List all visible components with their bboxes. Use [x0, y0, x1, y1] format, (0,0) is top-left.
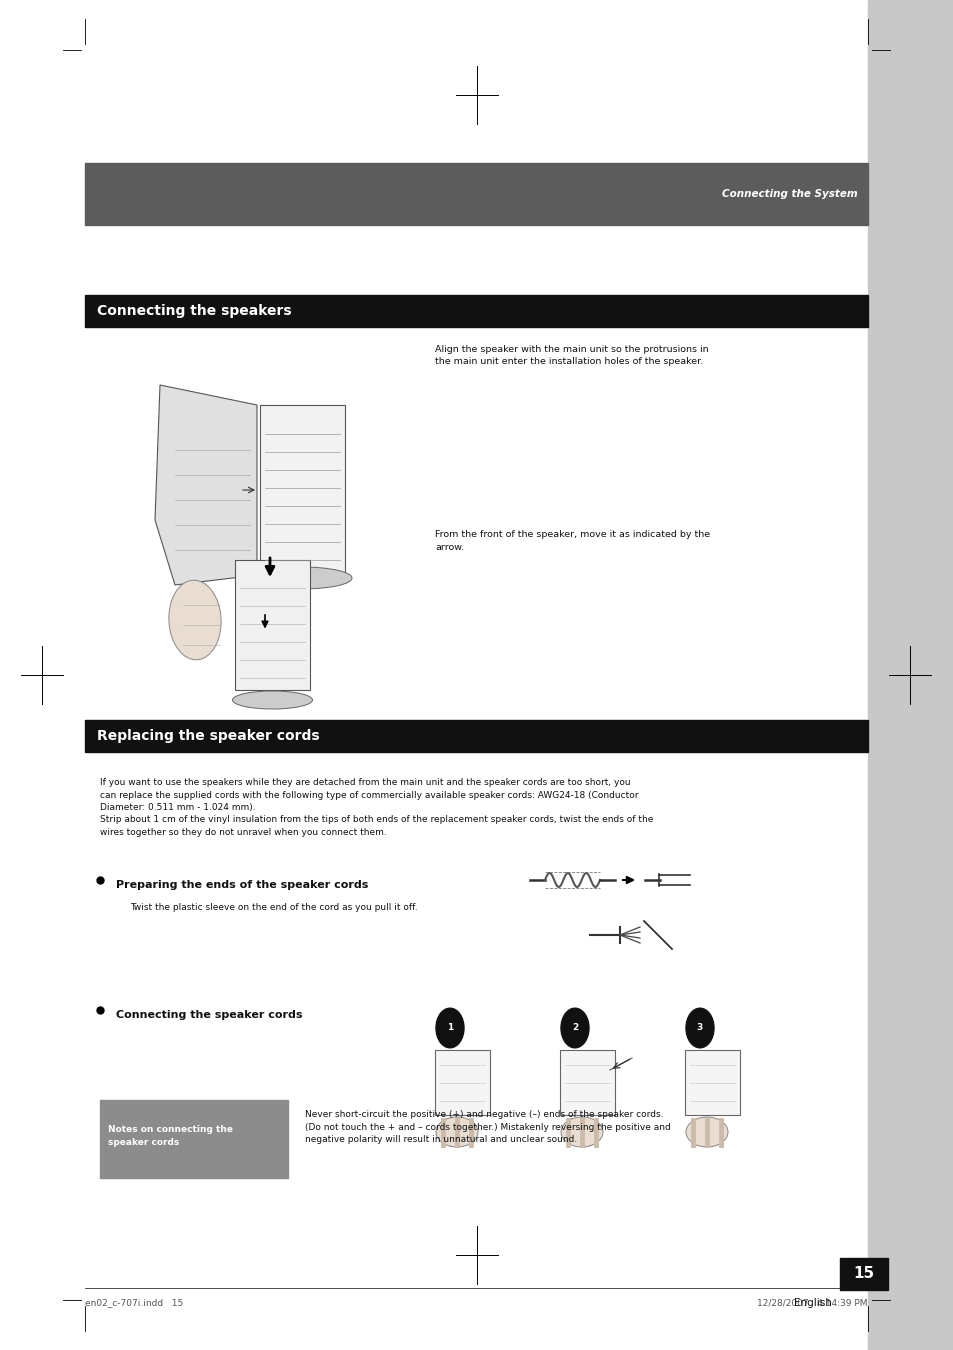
- Text: If you want to use the speakers while they are detached from the main unit and t: If you want to use the speakers while th…: [100, 778, 653, 837]
- Bar: [840, 1258, 887, 1291]
- Bar: [85, 720, 867, 752]
- Bar: [867, 0, 953, 1350]
- Text: Never short-circuit the positive (+) and negative (–) ends of the speaker cords.: Never short-circuit the positive (+) and…: [305, 1110, 670, 1143]
- Bar: [85, 296, 867, 327]
- FancyBboxPatch shape: [234, 560, 310, 690]
- Text: Connecting the speaker cords: Connecting the speaker cords: [116, 1010, 302, 1021]
- Polygon shape: [154, 385, 256, 585]
- Text: English: English: [793, 1297, 831, 1308]
- FancyBboxPatch shape: [684, 1050, 740, 1115]
- Text: Replacing the speaker cords: Replacing the speaker cords: [97, 729, 319, 742]
- Ellipse shape: [685, 1116, 727, 1148]
- Ellipse shape: [436, 1116, 477, 1148]
- Text: 1: 1: [446, 1023, 453, 1033]
- FancyBboxPatch shape: [260, 405, 345, 575]
- Text: 2: 2: [571, 1023, 578, 1033]
- Text: Align the speaker with the main unit so the protrusions in
the main unit enter t: Align the speaker with the main unit so …: [435, 346, 708, 366]
- Circle shape: [685, 1008, 713, 1048]
- Text: Twist the plastic sleeve on the end of the cord as you pull it off.: Twist the plastic sleeve on the end of t…: [130, 903, 417, 913]
- Text: From the front of the speaker, move it as indicated by the
arrow.: From the front of the speaker, move it a…: [435, 531, 709, 552]
- Ellipse shape: [560, 1116, 602, 1148]
- Text: 15: 15: [853, 1266, 874, 1281]
- Bar: [100, 1100, 288, 1179]
- Ellipse shape: [169, 580, 221, 660]
- Text: en02_c-707i.indd   15: en02_c-707i.indd 15: [85, 1297, 183, 1307]
- Text: Connecting the System: Connecting the System: [721, 189, 857, 198]
- Ellipse shape: [252, 567, 352, 589]
- Ellipse shape: [233, 691, 313, 709]
- Text: Preparing the ends of the speaker cords: Preparing the ends of the speaker cords: [116, 880, 368, 890]
- Text: Notes on connecting the
speaker cords: Notes on connecting the speaker cords: [108, 1126, 233, 1146]
- Text: 12/28/2007   4:14:39 PM: 12/28/2007 4:14:39 PM: [757, 1297, 867, 1307]
- Circle shape: [560, 1008, 588, 1048]
- Text: Connecting the speakers: Connecting the speakers: [97, 304, 292, 319]
- Bar: [85, 163, 867, 225]
- Text: 3: 3: [696, 1023, 702, 1033]
- Circle shape: [436, 1008, 463, 1048]
- FancyBboxPatch shape: [559, 1050, 615, 1115]
- FancyBboxPatch shape: [435, 1050, 490, 1115]
